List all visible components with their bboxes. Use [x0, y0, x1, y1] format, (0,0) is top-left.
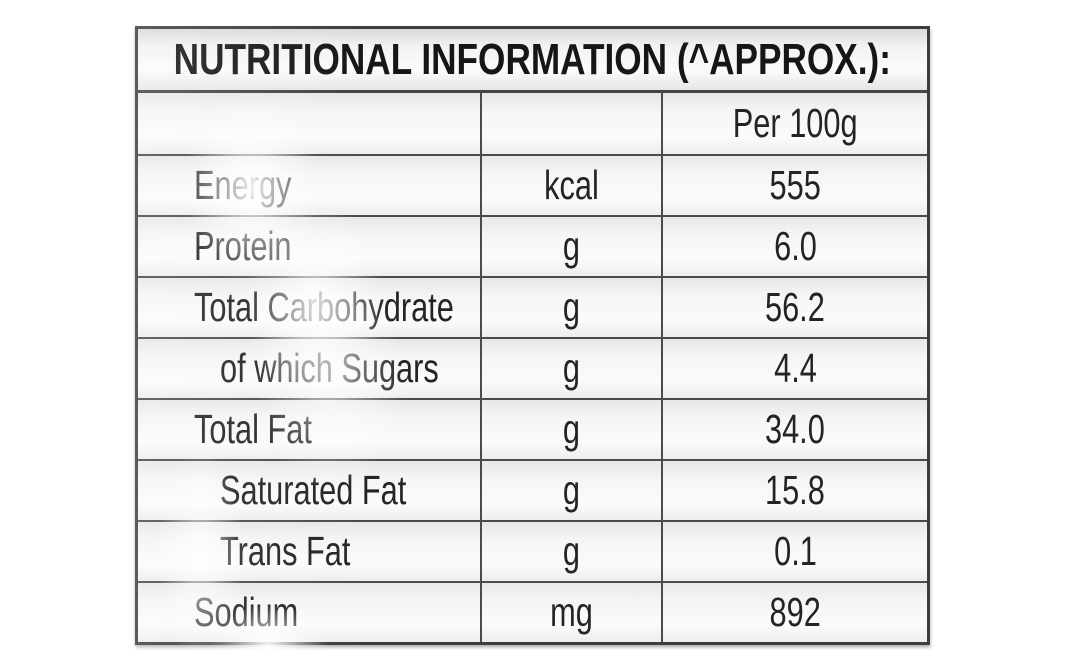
- nutrient-value: 15.8: [765, 467, 825, 513]
- nutrient-value: 34.0: [765, 406, 825, 452]
- nutrient-label-cell: Protein: [138, 217, 482, 276]
- nutrient-unit-cell: kcal: [482, 156, 663, 215]
- table-row: Trans Fat g 0.1: [138, 520, 927, 581]
- nutrient-value: 0.1: [773, 528, 817, 574]
- nutrient-unit-cell: g: [482, 522, 663, 581]
- nutrient-label-cell: Trans Fat: [138, 522, 482, 581]
- nutrient-unit: g: [562, 467, 581, 513]
- nutrient-label-cell: Total Carbohydrate: [138, 278, 482, 337]
- nutrient-value-cell: 15.8: [663, 461, 927, 520]
- nutrient-value-cell: 892: [663, 583, 927, 642]
- table-row: Protein g 6.0: [138, 215, 927, 276]
- nutrient-value: 555: [769, 162, 821, 208]
- nutrient-label-cell: Energy: [138, 156, 482, 215]
- nutrient-value: 6.0: [773, 223, 817, 269]
- nutrient-unit: g: [562, 406, 581, 452]
- nutrient-value-cell: 34.0: [663, 400, 927, 459]
- nutrient-label-cell: Total Fat: [138, 400, 482, 459]
- table-row: Total Fat g 34.0: [138, 398, 927, 459]
- nutrient-unit-cell: g: [482, 278, 663, 337]
- nutrient-unit-cell: g: [482, 461, 663, 520]
- nutrient-label-cell: Sodium: [138, 583, 482, 642]
- nutrient-unit: kcal: [544, 162, 599, 208]
- nutrient-label: Total Fat: [194, 406, 312, 452]
- nutrient-value-cell: 0.1: [663, 522, 927, 581]
- nutrient-value-cell: 555: [663, 156, 927, 215]
- table-row: Sodium mg 892: [138, 581, 927, 642]
- table-row: Total Carbohydrate g 56.2: [138, 276, 927, 337]
- nutrient-unit: g: [562, 223, 581, 269]
- nutrient-label: Protein: [194, 223, 292, 269]
- column-header-label-cell: [138, 93, 482, 154]
- nutrient-unit: mg: [550, 589, 593, 635]
- nutrient-label: Sodium: [194, 589, 299, 635]
- nutrient-label: Energy: [194, 162, 292, 208]
- column-header-per-100g: Per 100g: [732, 100, 858, 146]
- nutrient-label: Total Carbohydrate: [194, 284, 454, 330]
- nutrient-value-cell: 6.0: [663, 217, 927, 276]
- nutrient-unit-cell: mg: [482, 583, 663, 642]
- nutrient-value-cell: 4.4: [663, 339, 927, 398]
- nutrition-table: NUTRITIONAL INFORMATION (^APPROX.): Per …: [135, 26, 930, 645]
- nutrient-value: 4.4: [773, 345, 817, 391]
- nutrient-label: Trans Fat: [220, 528, 351, 574]
- nutrient-label: Saturated Fat: [220, 467, 407, 513]
- table-row: Energy kcal 555: [138, 154, 927, 215]
- table-body: Energy kcal 555 Protein g 6.0 Total Carb…: [138, 154, 927, 642]
- column-header-row: Per 100g: [138, 93, 927, 154]
- nutrient-unit: g: [562, 528, 581, 574]
- table-title-row: NUTRITIONAL INFORMATION (^APPROX.):: [138, 29, 927, 93]
- table-row: of which Sugars g 4.4: [138, 337, 927, 398]
- nutrient-unit: g: [562, 345, 581, 391]
- nutrient-unit-cell: g: [482, 339, 663, 398]
- nutrient-unit-cell: g: [482, 400, 663, 459]
- column-header-per-100g-cell: Per 100g: [663, 93, 927, 154]
- nutrient-unit-cell: g: [482, 217, 663, 276]
- nutrient-label-cell: of which Sugars: [138, 339, 482, 398]
- nutrient-unit: g: [562, 284, 581, 330]
- nutrient-label-cell: Saturated Fat: [138, 461, 482, 520]
- table-row: Saturated Fat g 15.8: [138, 459, 927, 520]
- column-header-unit-cell: [482, 93, 663, 154]
- nutrient-value: 56.2: [765, 284, 825, 330]
- nutrient-value-cell: 56.2: [663, 278, 927, 337]
- table-title: NUTRITIONAL INFORMATION (^APPROX.):: [173, 34, 892, 84]
- nutrient-label: of which Sugars: [220, 345, 439, 391]
- nutrient-value: 892: [769, 589, 821, 635]
